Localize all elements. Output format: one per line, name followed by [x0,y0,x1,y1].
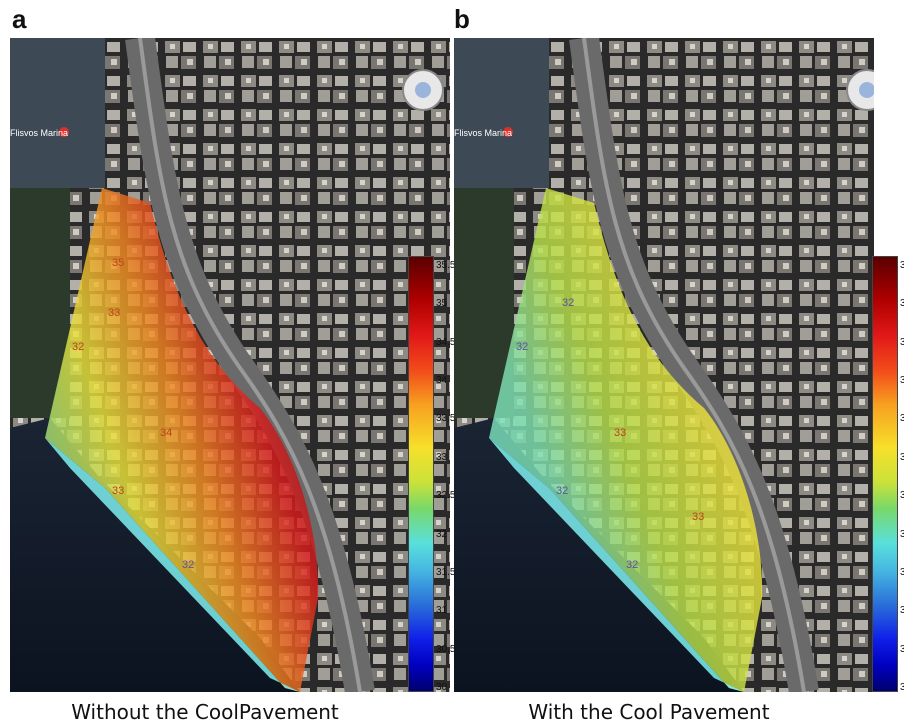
contour-label: 35 [112,257,124,269]
temperature-legend-b: 35 35 34 34 33 33 32 32 31 31 30 30 [872,256,904,693]
legend-tick-label: 30.5 [436,643,456,655]
contour-label: 32 [516,341,528,353]
legend-tick-label: 35.5 [436,260,456,271]
legend-tick-label: 34 [436,375,448,387]
caption-a: Without the CoolPavement [71,700,339,724]
panel-letter-b: b [454,4,470,34]
legend-tick-label: 31 [900,605,904,617]
legend-tick-label: 32 [900,528,904,540]
legend-tick-label: 30 [900,643,904,655]
legend-tick-label: 35 [436,298,448,310]
contour-label: 33 [614,427,626,439]
legend-tick-label: 31 [900,566,904,578]
legend-tick-label: 33 [900,451,904,463]
legend-color-bar [872,256,898,692]
contour-label: 34 [160,427,172,439]
legend-tick-label: 33 [436,451,448,463]
legend-tick-label: 30 [436,682,448,693]
contour-label: 33 [692,511,704,523]
legend-tick-label: 32 [900,490,904,502]
contour-label: 32 [72,341,84,353]
legend-tick-label: 30 [900,682,904,693]
contour-label: 32 [626,559,638,571]
legend-color-bar [408,256,434,692]
map-panel-b: Flisvos Marina 32 32 33 33 32 32 [454,38,874,692]
legend-tick-label: 33.5 [436,413,456,425]
map-label-a: Flisvos Marina [10,128,68,138]
legend-tick-label: 32.5 [436,490,456,502]
contour-label: 32 [562,297,574,309]
legend-tick-label: 31.5 [436,566,456,578]
map-b-svg: Flisvos Marina 32 32 33 33 32 32 [454,38,874,692]
legend-tick-label: 31 [436,605,448,617]
legend-tick-label: 35 [900,260,904,271]
contour-label: 32 [182,559,194,571]
caption-b: With the Cool Pavement [528,700,770,724]
legend-tick-label: 32 [436,528,448,540]
legend-tick-label: 34 [900,336,904,348]
map-panel-a: Flisvos Marina 32 33 35 34 33 32 [10,38,450,692]
contour-label: 32 [556,485,568,497]
legend-tick-label: 34 [900,375,904,387]
map-a-svg: Flisvos Marina 32 33 35 34 33 32 [10,38,450,692]
legend-tick-label: 33 [900,413,904,425]
legend-tick-label: 34.5 [436,336,456,348]
temperature-legend-a: 35.5 35 34.5 34 33.5 33 32.5 32 31.5 31 30.5 30 [408,256,455,693]
contour-label: 33 [112,485,124,497]
legend-tick-label: 35 [900,298,904,310]
panel-letter-a: a [12,4,27,34]
map-label-b: Flisvos Marina [454,128,512,138]
contour-label: 33 [108,307,120,319]
